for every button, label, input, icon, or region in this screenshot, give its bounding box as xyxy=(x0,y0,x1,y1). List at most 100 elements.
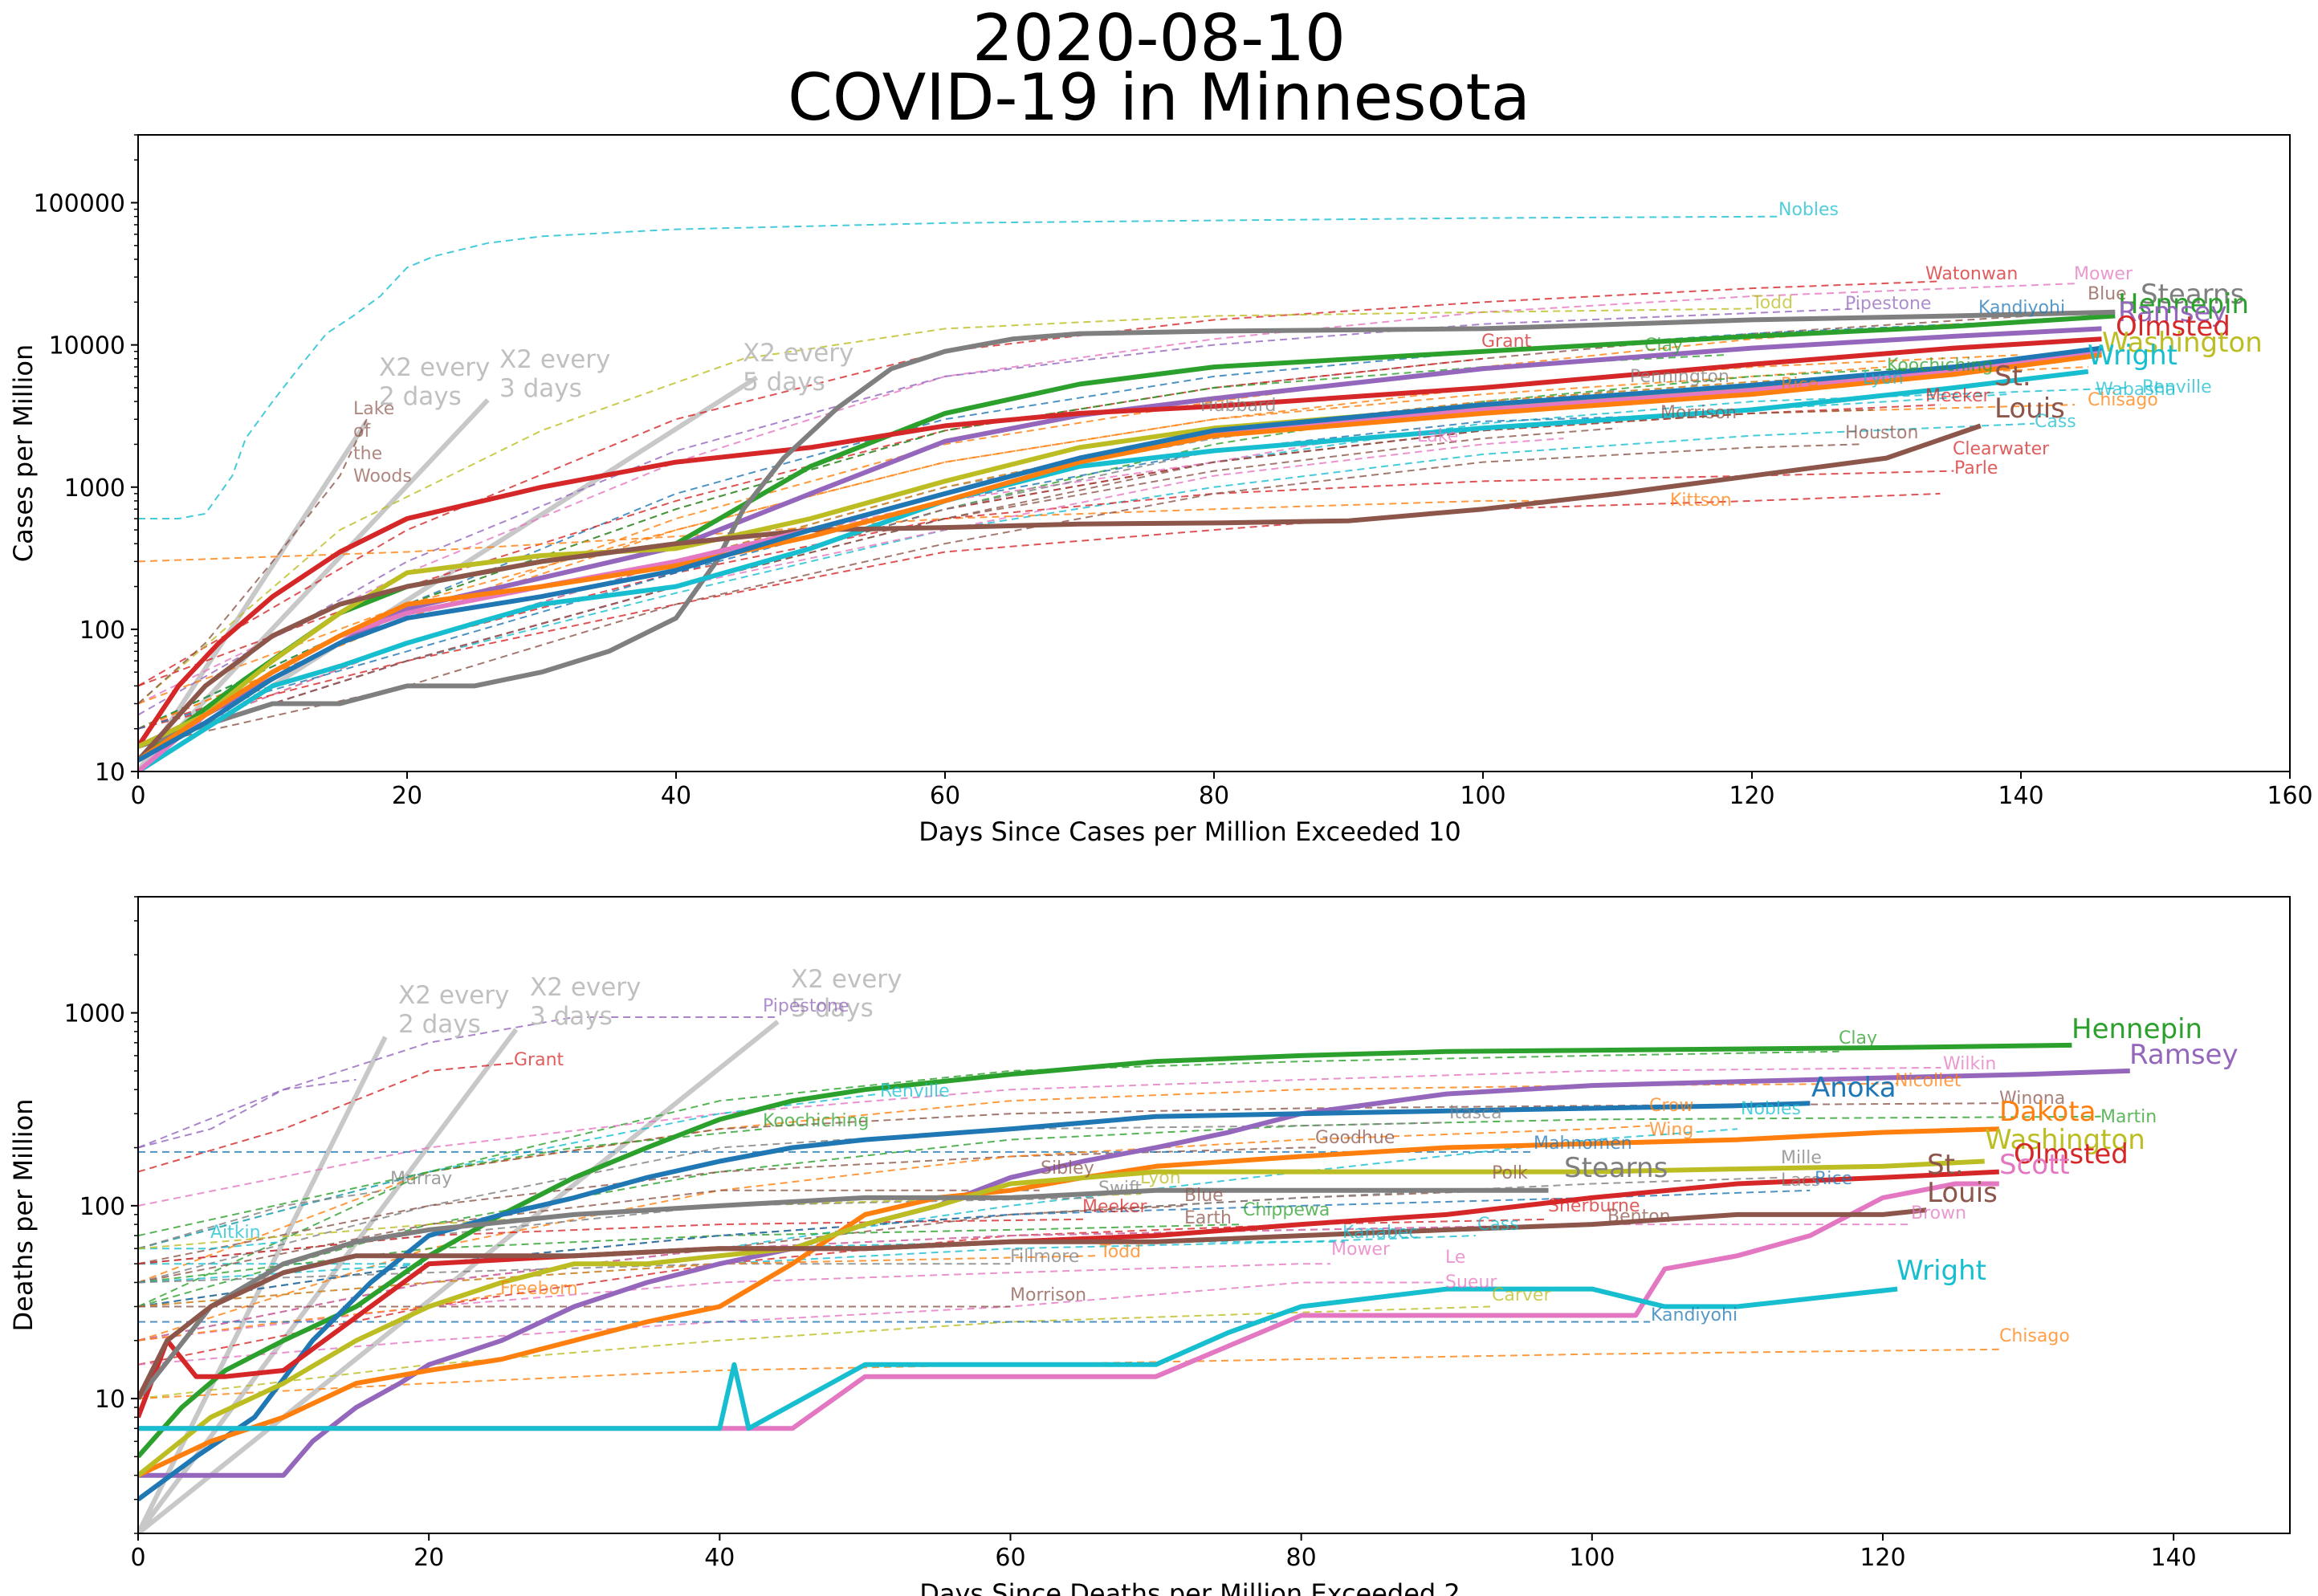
series-line-mahnomen xyxy=(138,414,1672,730)
series-label-pennington: Pennington xyxy=(1630,367,1729,387)
series-label-sherburne: Sherburne xyxy=(1548,1196,1640,1216)
series-label-koochiching: Koochiching xyxy=(763,1111,869,1131)
series-label-houston: Houston xyxy=(1845,423,1918,443)
series-label-olmsted: Olmsted xyxy=(2116,311,2230,343)
series-label-hennepin: Hennepin xyxy=(2118,288,2249,320)
series-label-carver: Carver xyxy=(1492,1285,1551,1305)
series-label-mower: Mower xyxy=(1331,1240,1391,1260)
series-line-washington xyxy=(138,1158,1985,1478)
reference-label: X2 every 2 days xyxy=(398,981,509,1039)
series-label-wilkin: Wilkin xyxy=(1943,1054,1996,1074)
series-line-grant xyxy=(138,1062,516,1173)
series-line-st-louis xyxy=(138,423,1982,763)
series-label-stearns: Stearns xyxy=(2141,279,2244,311)
series-line-koochiching xyxy=(138,361,2022,747)
series-label-louis: Louis xyxy=(1927,1177,1998,1209)
y-tick-label: 1000 xyxy=(64,474,125,503)
series-label-rice: Rice xyxy=(1815,1169,1852,1189)
series-line-pipestone xyxy=(138,1016,778,1149)
series-label-pipestone: Pipestone xyxy=(1845,294,1931,314)
series-line-lac-qui-parle xyxy=(138,1078,356,1149)
x-tick-label: 120 xyxy=(1729,782,1774,810)
y-tick-label: 100000 xyxy=(33,190,125,218)
series-line-nicollet xyxy=(138,1082,1898,1284)
series-line-cottonwood xyxy=(138,323,1954,730)
x-tick-label: 60 xyxy=(930,782,960,810)
series-label-nicollet: Nicollet xyxy=(1895,1071,1962,1091)
deaths-chart: X2 every 2 days X2 every 3 days X2 every 5 da… xyxy=(8,896,2291,1596)
series-line-sibley xyxy=(138,1189,1040,1284)
series-label-le: Le xyxy=(1445,1248,1465,1268)
y-tick-label: 100 xyxy=(79,1193,125,1221)
series-label-winona: Winona xyxy=(1999,1089,2065,1109)
series-label-cass: Cass xyxy=(1477,1215,1519,1235)
series-line-nicollet xyxy=(138,354,2022,705)
series-line-anoka xyxy=(138,345,2102,763)
series-label-stearns: Stearns xyxy=(1564,1152,1668,1184)
series-label-scott: Scott xyxy=(1999,1149,2070,1181)
series-line-renville xyxy=(138,1093,880,1250)
x-tick-label: 100 xyxy=(1569,1544,1615,1572)
series-label-ramsey: Ramsey xyxy=(2129,1039,2239,1071)
series-label-wright: Wright xyxy=(1896,1255,1986,1287)
series-label-blue: Blue xyxy=(2088,284,2127,304)
series-line-wright xyxy=(138,368,2089,772)
series-label-ramsey: Ramsey xyxy=(2118,296,2227,328)
y-tick-label: 10 xyxy=(95,1386,125,1414)
x-tick-label: 40 xyxy=(704,1544,735,1572)
series-line-wright xyxy=(138,1286,1898,1431)
series-line-anoka xyxy=(138,1101,1811,1502)
series-label-chisago: Chisago xyxy=(1999,1326,2070,1346)
series-label-clay: Clay xyxy=(1644,336,1683,356)
series-line-lake-of-the-woods xyxy=(138,418,368,705)
series-line-le-sueur xyxy=(138,1281,1447,1366)
x-tick-label: 20 xyxy=(413,1544,444,1572)
series-line-mower xyxy=(138,283,2076,705)
series-label-swift: Swift xyxy=(1098,1179,1142,1199)
series-label-kandiyohi: Kandiyohi xyxy=(1651,1305,1737,1325)
series-label-nobles: Nobles xyxy=(1778,200,1839,220)
reference-label: X2 every 3 days xyxy=(530,973,641,1031)
series-line-pipestone xyxy=(138,307,1860,716)
series-label-chisago: Chisago xyxy=(2088,390,2158,410)
y-tick-label: 10 xyxy=(95,759,125,787)
series-label-st: St. xyxy=(1927,1149,1964,1181)
series-label-lake-of-the-woods: Lake of the Woods xyxy=(353,399,412,487)
x-tick-label: 80 xyxy=(1286,1544,1317,1572)
series-label-meeker: Meeker xyxy=(1925,386,1991,406)
x-tick-label: 120 xyxy=(1860,1544,1905,1572)
x-tick-label: 40 xyxy=(661,782,691,810)
series-line-carver xyxy=(138,1305,1491,1400)
series-label-nobles: Nobles xyxy=(1741,1099,1801,1119)
series-label-grant: Grant xyxy=(1481,332,1532,352)
series-label-parle: Parle xyxy=(1954,458,1998,478)
series-label-chippewa: Chippewa xyxy=(1243,1200,1330,1220)
reference-label: X2 every 5 days xyxy=(791,965,902,1023)
x-tick-label: 160 xyxy=(2267,782,2312,810)
series-label-polk: Polk xyxy=(1492,1163,1528,1183)
series-label-kittson: Kittson xyxy=(1670,491,1732,511)
x-tick-label: 0 xyxy=(130,1544,145,1572)
series-label-watonwan: Watonwan xyxy=(1925,264,2018,284)
series-label-fillmore: Fillmore xyxy=(1010,1247,1079,1267)
y-tick-label: 100 xyxy=(79,617,125,645)
series-label-hennepin: Hennepin xyxy=(2072,1013,2202,1045)
series-label-anoka: Anoka xyxy=(1811,1072,1896,1104)
reference-label: X2 every 2 days xyxy=(379,353,490,411)
series-label-benton: Benton xyxy=(1607,1207,1671,1227)
x-tick-label: 60 xyxy=(995,1544,1025,1572)
series-label-morrison: Morrison xyxy=(1010,1285,1086,1305)
series-line-st-louis xyxy=(138,1207,1927,1400)
series-label-clay: Clay xyxy=(1839,1028,1877,1048)
series-label-st: St. xyxy=(1994,360,2031,393)
series-label-washington: Washington xyxy=(2102,327,2263,359)
series-line-wilkin xyxy=(138,1066,1941,1207)
series-label-blue: Blue xyxy=(1184,1186,1224,1206)
series-label-rice: Rice xyxy=(1781,375,1819,395)
series-label-wing: Wing xyxy=(1649,1120,1693,1140)
series-line-clay xyxy=(138,1050,1839,1308)
plot-area xyxy=(138,215,2129,772)
series-label-lacs: Lacs xyxy=(1781,1171,1820,1191)
series-line-murray xyxy=(138,1189,385,1250)
